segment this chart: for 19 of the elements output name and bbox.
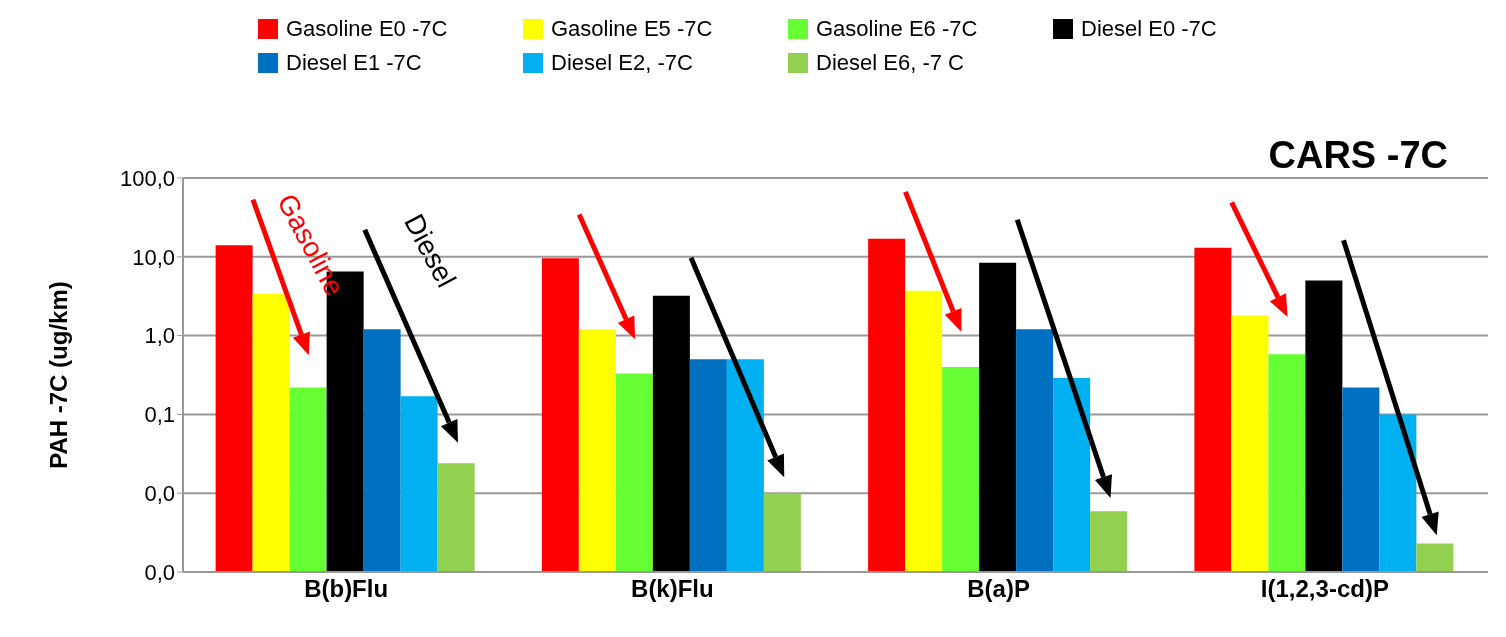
legend-label: Diesel E0 -7C [1081, 16, 1217, 42]
legend-label: Diesel E6, -7 C [816, 50, 964, 76]
y-tick-label: 0,0 [144, 559, 175, 585]
y-axis-title: PAH -7C (ug/km) [44, 281, 72, 469]
legend-label: Diesel E2, -7C [551, 50, 693, 76]
legend-label: Gasoline E0 -7C [286, 16, 448, 42]
x-tick-label: I(1,2,3-cd)P [1260, 575, 1389, 603]
legend-label: Diesel E1 -7C [286, 50, 422, 76]
y-tick-label: 0,0 [144, 481, 175, 507]
y-tick-label: 100,0 [119, 165, 175, 191]
y-tick-label: 10,0 [132, 244, 175, 270]
chart-title: CARS -7C [1268, 134, 1448, 176]
x-tick-label: B(a)P [967, 575, 1030, 603]
y-tick-label: 1,0 [144, 323, 175, 349]
y-tick-label: 0,1 [144, 402, 175, 428]
x-tick-label: B(k)Flu [631, 575, 714, 603]
legend-label: Gasoline E5 -7C [551, 16, 713, 42]
legend-label: Gasoline E6 -7C [816, 16, 978, 42]
x-tick-label: B(b)Flu [304, 575, 389, 603]
